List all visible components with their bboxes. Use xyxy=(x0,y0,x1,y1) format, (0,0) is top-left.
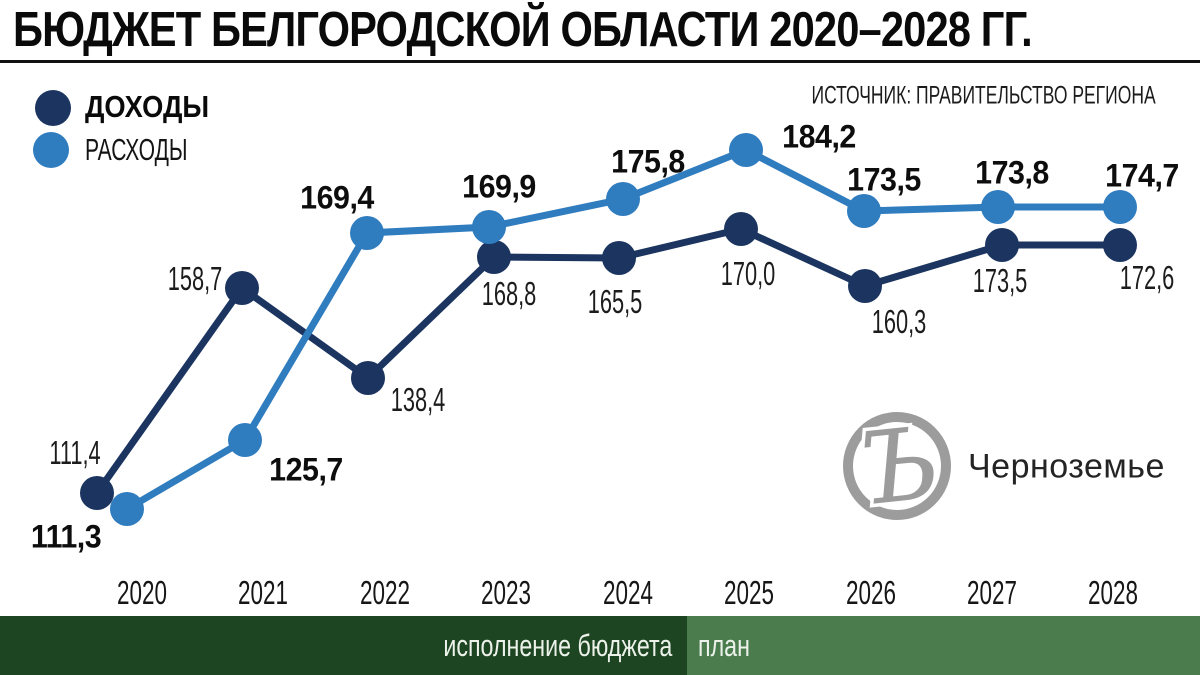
timeline-bar: исполнение бюджета план xyxy=(0,616,1200,675)
year-label-2024: 2024 xyxy=(603,574,653,611)
year-label-2020: 2020 xyxy=(117,574,167,611)
source-note: ИСТОЧНИК: ПРАВИТЕЛЬСТВО РЕГИОНА xyxy=(811,81,1156,110)
legend-revenues-label: ДОХОДЫ xyxy=(85,89,210,124)
year-label-2021: 2021 xyxy=(238,574,288,611)
legend-expenditures-label: РАСХОДЫ xyxy=(85,132,188,167)
revenues-dot-2028 xyxy=(1103,228,1137,262)
expenditures-dot-2022 xyxy=(350,216,384,250)
year-label-2028: 2028 xyxy=(1088,574,1138,611)
year-label-2023: 2023 xyxy=(481,574,531,611)
expenditures-dot-2026 xyxy=(847,194,881,228)
revenues-dot-2023 xyxy=(477,240,511,274)
expenditures-dot-2028 xyxy=(1103,190,1137,224)
plan-label: план xyxy=(698,627,750,663)
expenditures-value-label-2026: 173,5 xyxy=(847,161,921,198)
revenues-dot-2024 xyxy=(602,241,636,275)
revenues-value-label-2023: 168,8 xyxy=(481,275,537,312)
year-label-2026: 2026 xyxy=(846,574,896,611)
year-label-2025: 2025 xyxy=(724,574,774,611)
expenditures-dot-2020 xyxy=(110,492,144,526)
revenues-dot-2021 xyxy=(225,271,259,305)
legend-revenues-swatch xyxy=(35,90,71,126)
expenditures-value-label-2027: 173,8 xyxy=(975,154,1049,191)
revenues-value-label-2027: 173,5 xyxy=(972,262,1028,299)
revenues-value-label-2020: 111,4 xyxy=(49,434,101,471)
expenditures-dot-2021 xyxy=(228,423,262,457)
executed-budget-segment: исполнение бюджета xyxy=(0,616,687,675)
expenditures-dot-2023 xyxy=(472,210,506,244)
expenditures-dot-2025 xyxy=(729,133,763,167)
expenditures-value-label-2021: 125,7 xyxy=(269,451,343,488)
expenditures-value-label-2022: 169,4 xyxy=(300,179,374,216)
revenues-dot-2026 xyxy=(848,269,882,303)
revenues-value-label-2026: 160,3 xyxy=(871,303,927,340)
expenditures-dot-2024 xyxy=(606,182,640,216)
revenues-value-label-2028: 172,6 xyxy=(1119,259,1175,296)
expenditures-value-label-2024: 175,8 xyxy=(611,143,685,180)
revenues-dot-2022 xyxy=(351,361,385,395)
plan-segment: план xyxy=(687,616,1200,675)
logo-glyph: Ъ xyxy=(853,404,944,529)
revenues-dot-2020 xyxy=(80,476,114,510)
logo-region-name: Черноземье xyxy=(968,447,1165,486)
expenditures-dot-2027 xyxy=(981,190,1015,224)
kommersant-logo: Ъ xyxy=(843,403,951,531)
revenues-dot-2027 xyxy=(985,228,1019,262)
expenditures-value-label-2023: 169,9 xyxy=(462,168,536,205)
logo-ring xyxy=(843,412,951,520)
legend-expenditures-swatch xyxy=(33,132,69,168)
executed-budget-label: исполнение бюджета xyxy=(442,627,672,663)
year-label-2022: 2022 xyxy=(360,574,410,611)
expenditures-value-label-2028: 174,7 xyxy=(1105,157,1179,194)
revenues-value-label-2022: 138,4 xyxy=(390,381,446,418)
expenditures-value-label-2020: 111,3 xyxy=(30,518,102,555)
expenditures-value-label-2025: 184,2 xyxy=(782,118,856,155)
revenues-value-label-2021: 158,7 xyxy=(167,260,223,297)
title-divider xyxy=(0,60,1200,63)
revenues-dot-2025 xyxy=(724,212,758,246)
revenues-value-label-2024: 165,5 xyxy=(587,283,643,320)
year-label-2027: 2027 xyxy=(967,574,1017,611)
page-title: БЮДЖЕТ БЕЛГОРОДСКОЙ ОБЛАСТИ 2020–2028 ГГ… xyxy=(13,3,1033,57)
revenues-value-label-2025: 170,0 xyxy=(720,255,776,292)
